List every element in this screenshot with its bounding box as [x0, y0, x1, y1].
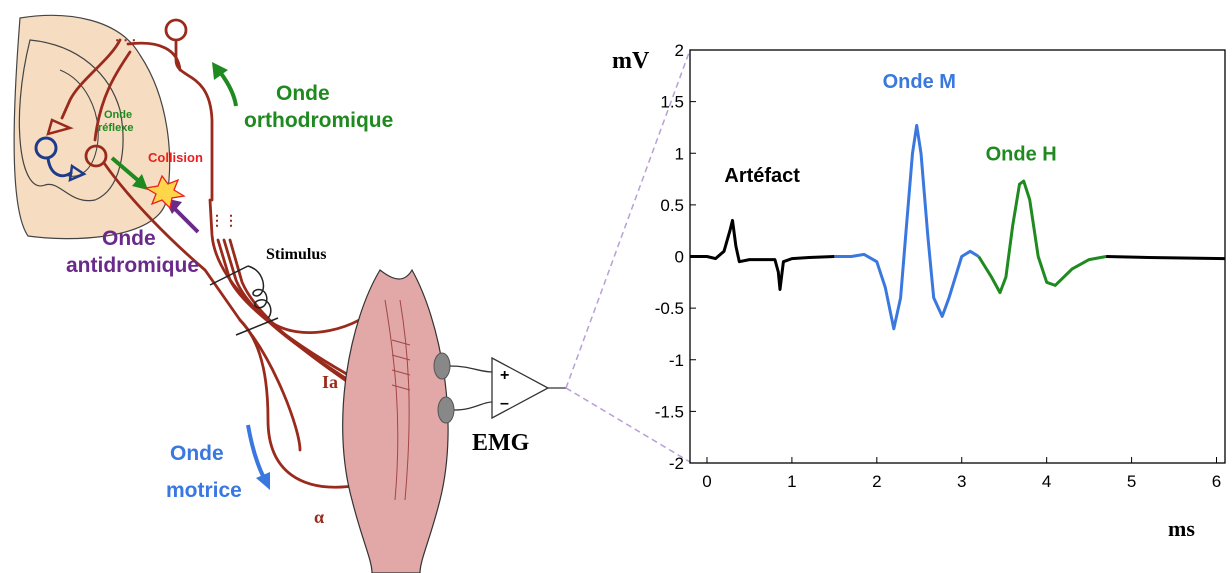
label-onde-reflexe-1: Onde — [104, 109, 132, 121]
reflex-arrow-head — [132, 174, 148, 190]
y-tick-label: -2 — [669, 454, 684, 473]
amplifier-triangle — [491, 356, 550, 420]
collision-burst-icon — [144, 174, 186, 210]
series-line — [690, 218, 835, 291]
minus-sign: – — [500, 395, 509, 412]
y-axis-label: mV — [612, 48, 650, 74]
y-tick-label: 0.5 — [660, 196, 684, 215]
annotation-label: Artéfact — [724, 165, 800, 187]
x-tick-label: 0 — [702, 472, 711, 491]
series-line — [834, 123, 980, 331]
interneuron-terminal — [68, 163, 87, 183]
label-orthodromic-2: orthodromique — [244, 109, 393, 132]
motor-arrow — [246, 424, 266, 479]
antidromic-arrow — [172, 206, 200, 234]
x-tick-label: 5 — [1127, 472, 1136, 491]
y-tick-label: -1.5 — [655, 402, 684, 421]
grey-matter — [18, 39, 124, 202]
x-tick-label: 3 — [957, 472, 966, 491]
label-onde-reflexe-2: réflexe — [98, 122, 133, 134]
y-tick-label: -1 — [669, 351, 684, 370]
stimulus-coil — [209, 265, 279, 336]
projection-line-top — [565, 49, 691, 389]
y-tick-label: 2 — [675, 41, 684, 60]
x-tick-label: 4 — [1042, 472, 1051, 491]
emg-chart: mV ms 2 1.5 1 0.5 0 -0.5 -1 -1.5 -2 0 1 2 3 4 5 6 Arté… — [612, 41, 1226, 541]
electrode-wire-top — [449, 365, 493, 373]
x-tick-label: 6 — [1212, 472, 1221, 491]
label-stimulus: Stimulus — [266, 246, 326, 263]
orthodromic-arrow-head — [212, 62, 228, 80]
label-motrice-2: motrice — [166, 479, 242, 502]
label-orthodromic-1: Onde — [276, 82, 330, 105]
x-tick-label: 2 — [872, 472, 881, 491]
label-antidromic-2: antidromique — [66, 254, 199, 277]
label-alpha: α — [314, 507, 324, 527]
projection-line-bottom — [565, 387, 691, 463]
label-ia: Ia — [322, 372, 338, 392]
series-line — [1106, 255, 1226, 261]
spinal-cord-diagram: ⋅ ⋅ ⋅ ⋮⋮ + – — [13, 14, 691, 573]
plus-sign: + — [500, 367, 509, 384]
electrode-bottom — [437, 396, 455, 424]
label-motrice-1: Onde — [170, 442, 224, 465]
motoneuron-body — [84, 144, 108, 168]
y-tick-label: -0.5 — [655, 299, 684, 318]
electrode-wire-bottom — [453, 401, 493, 411]
interneuron-axon — [46, 157, 73, 178]
x-axis-label: ms — [1168, 516, 1195, 541]
motor-arrow-head — [256, 472, 270, 490]
label-antidromic-1: Onde — [102, 227, 156, 250]
series-lines — [690, 123, 1226, 331]
y-ticks: 2 1.5 1 0.5 0 -0.5 -1 -1.5 -2 — [655, 41, 696, 473]
annotation-label: Onde M — [883, 71, 956, 93]
y-tick-label: 1.5 — [660, 93, 684, 112]
chart-annotations: Artéfact Onde M Onde H — [724, 71, 1056, 187]
dots-2: ⋮⋮ — [210, 212, 238, 228]
muscle-fibers — [384, 299, 411, 501]
orthodromic-arrow — [218, 70, 238, 107]
y-tick-label: 0 — [675, 248, 684, 267]
synapse-terminal — [46, 118, 74, 136]
label-collision: Collision — [148, 150, 203, 165]
dots-1: ⋅ ⋅ ⋅ — [115, 32, 136, 48]
electrode-top — [433, 352, 451, 380]
y-tick-label: 1 — [675, 144, 684, 163]
afferent-soma — [164, 18, 188, 42]
interneuron-body — [34, 136, 58, 160]
x-tick-label: 1 — [787, 472, 796, 491]
label-emg: EMG — [472, 430, 530, 456]
muscle — [342, 268, 449, 573]
reflex-arrow — [110, 156, 142, 184]
x-ticks: 0 1 2 3 4 5 6 — [702, 457, 1221, 491]
spinal-cord — [13, 14, 171, 240]
annotation-label: Onde H — [986, 143, 1057, 165]
series-line — [977, 179, 1107, 295]
